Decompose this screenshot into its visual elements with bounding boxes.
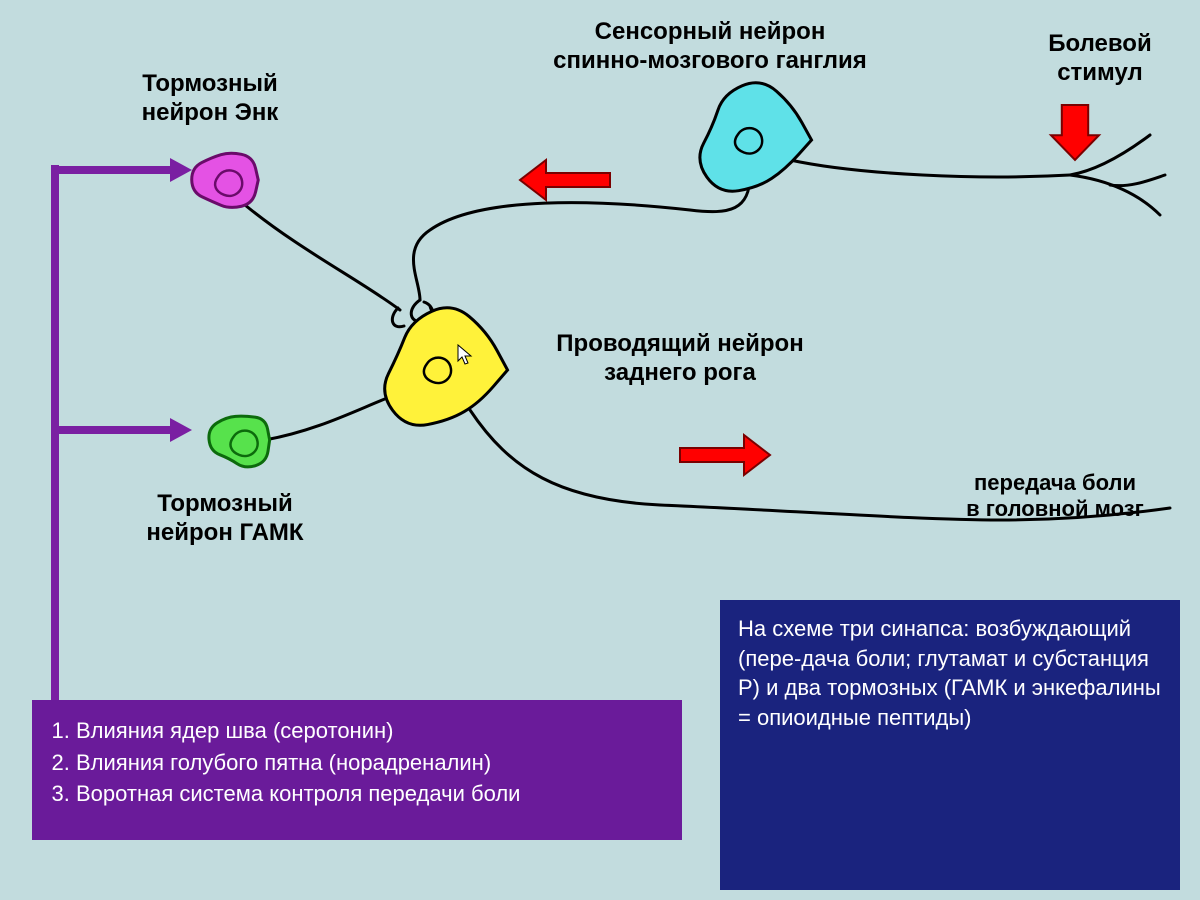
label-gaba-neuron: Тормозныйнейрон ГАМК [100,490,350,548]
label-pain-stimulus: Болевойстимул [1010,30,1190,88]
purple-info-item: Влияния ядер шва (серотонин) [76,716,664,746]
diagram-stage: Сенсорный нейронспинно-мозгового ганглия… [0,0,1200,900]
label-sensory-neuron: Сенсорный нейронспинно-мозгового ганглия [500,18,920,76]
label-pain-transmission: передача болив головной мозг [930,470,1180,523]
blue-info-box: На схеме три синапса: возбуждающий (пере… [720,600,1180,890]
purple-info-box: Влияния ядер шва (серотонин)Влияния голу… [32,700,682,840]
label-enk-neuron: Тормозныйнейрон Энк [95,70,325,128]
label-relay-neuron: Проводящий нейронзаднего рога [530,330,830,388]
purple-info-item: Влияния голубого пятна (норадреналин) [76,748,664,778]
purple-info-item: Воротная система контроля передачи боли [76,779,664,809]
purple-info-list: Влияния ядер шва (серотонин)Влияния голу… [50,716,664,809]
